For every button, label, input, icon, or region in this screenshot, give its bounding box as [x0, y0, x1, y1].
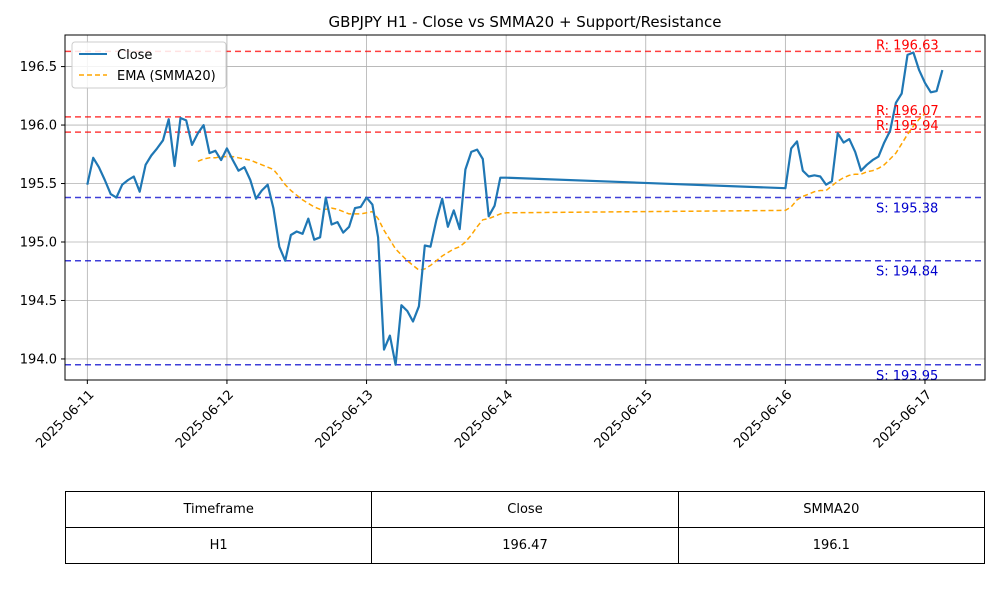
- table-cell: 196.47: [371, 527, 679, 564]
- axes: [61, 34, 986, 384]
- y-tick-label: 196.0: [20, 119, 57, 134]
- plot-frame: [64, 34, 986, 381]
- summary-table: Timeframe Close SMMA20 H1 196.47 196.1: [64, 491, 986, 564]
- y-tick-label: 194.0: [20, 352, 57, 367]
- support-resistance-lines: [65, 50, 985, 366]
- y-tick-label: 194.5: [20, 294, 57, 309]
- legend-smma-label: EMA (SMMA20): [117, 69, 216, 84]
- support-label: S: 195.38: [876, 202, 938, 217]
- table-cell: 196.1: [677, 527, 986, 564]
- x-tick-labels: 2025-06-11 2025-06-12 2025-06-13 2025-06-14…: [33, 387, 935, 451]
- table-header-cell: SMMA20: [677, 491, 986, 528]
- table-header-row: Timeframe Close SMMA20: [64, 491, 986, 528]
- close-line: [86, 51, 944, 366]
- chart-title: GBPJPY H1 - Close vs SMMA20 + Support/Re…: [329, 13, 722, 31]
- level-labels: R: 196.63 R: 196.07R: 195.94 S: 195.38 S: 1…: [876, 38, 939, 383]
- table-row: H1 196.47 196.1: [64, 527, 986, 564]
- x-tick-label: 2025-06-16: [731, 387, 795, 451]
- x-tick-label: 2025-06-14: [452, 387, 516, 451]
- resistance-label: R: 196.07: [876, 104, 939, 119]
- x-tick-label: 2025-06-12: [173, 387, 237, 451]
- grid-lines: [65, 35, 985, 380]
- legend-box: [71, 41, 227, 89]
- resistance-label: R: 195.94: [876, 119, 939, 134]
- resistance-label: R: 196.63: [876, 38, 939, 53]
- chart-svg: GBPJPY H1 - Close vs SMMA20 + Support/Re…: [20, 13, 986, 451]
- y-tick-label: 196.5: [20, 60, 57, 75]
- smma20-line: [197, 112, 926, 271]
- x-tick-label: 2025-06-17: [871, 387, 935, 451]
- support-label: S: 194.84: [876, 265, 938, 280]
- table-header-cell: Close: [371, 491, 679, 528]
- series-lines: [86, 51, 944, 366]
- y-tick-label: 195.5: [20, 177, 57, 192]
- x-tick-label: 2025-06-13: [313, 387, 377, 451]
- x-tick-label: 2025-06-15: [592, 387, 656, 451]
- legend-close-label: Close: [117, 48, 152, 63]
- y-tick-label: 195.0: [20, 236, 57, 251]
- legend: Close EMA (SMMA20): [71, 41, 227, 89]
- table-cell: H1: [64, 527, 373, 564]
- x-tick-label: 2025-06-11: [33, 387, 97, 451]
- support-label: S: 193.95: [876, 369, 938, 384]
- table-header-cell: Timeframe: [64, 491, 373, 528]
- y-tick-labels: 194.0 194.5 195.0 195.5 196.0 196.5: [20, 60, 57, 367]
